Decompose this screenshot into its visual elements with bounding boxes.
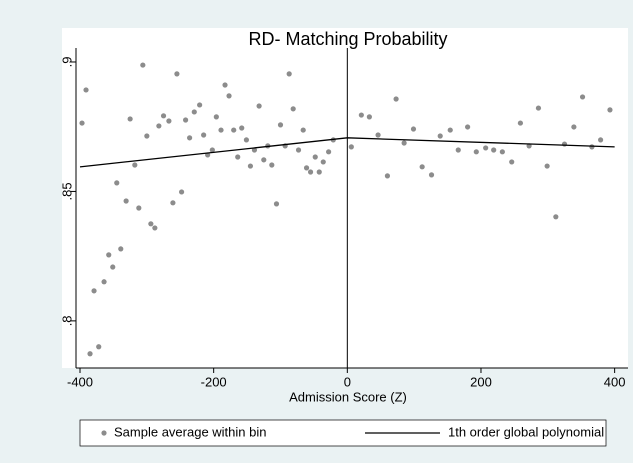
point [316,169,322,175]
plot-region [62,28,628,368]
point [222,82,228,88]
point [553,214,559,220]
x-axis-title: Admission Score (Z) [289,389,407,404]
point [247,163,254,169]
point [428,172,435,178]
legend-label: 1th order global polynomial [448,424,604,439]
point [419,164,425,170]
point [509,159,515,165]
point [598,137,604,143]
legend-box [79,419,607,447]
point [127,116,133,122]
x-tick-label: -200 [201,374,227,389]
point [544,163,550,169]
point [366,114,372,120]
point [312,154,318,160]
point [231,127,237,133]
point [118,246,124,252]
y-tick-label: .85 [59,182,74,200]
point [375,132,381,138]
point [499,149,505,155]
point [160,113,167,119]
point [473,149,479,155]
point [348,144,354,150]
point [437,133,443,139]
point [187,135,193,141]
point [148,221,154,227]
x-tick-label: 0 [344,374,351,389]
point [191,109,197,115]
point [269,162,275,168]
point [326,149,332,155]
x-tick-label: 200 [470,374,492,389]
point [286,71,292,77]
point [174,71,180,77]
point [447,127,453,133]
point [455,147,461,153]
point [491,147,497,153]
y-tick-label: .8 [59,315,74,326]
point [256,103,262,109]
point [79,120,85,126]
x-tick-label: -400 [67,374,93,389]
point [140,62,146,68]
point [123,198,129,204]
point [607,107,613,113]
point [307,169,314,175]
point [101,279,107,285]
point [303,165,310,171]
point [320,159,326,165]
point [213,114,219,120]
point [384,173,391,179]
point [239,125,245,131]
point [197,102,203,108]
point [358,112,364,118]
point [393,96,399,102]
point [182,117,189,123]
point [277,122,284,128]
point [483,145,489,151]
point [571,124,577,130]
point [295,147,302,153]
y-tick-label: .9 [59,57,74,68]
point [156,123,162,129]
point [300,127,306,133]
legend-symbol [101,430,107,436]
point [132,162,138,168]
point [235,154,241,160]
point [91,288,97,294]
point [87,351,93,357]
x-tick-label: 400 [604,374,626,389]
point [273,201,280,207]
point [166,118,172,124]
point [136,205,142,211]
point [410,126,417,132]
point [96,344,102,350]
point [517,120,524,126]
point [535,105,542,111]
point [401,140,407,146]
point [261,157,267,163]
point [201,132,207,138]
point [106,252,112,258]
point [152,225,158,231]
point [114,180,120,186]
legend-label: Sample average within bin [114,424,266,439]
chart-title: RD- Matching Probability [248,29,447,49]
point [243,137,250,143]
point [579,94,586,100]
point [218,127,224,133]
point [170,200,176,206]
point [290,106,296,112]
point [209,147,215,153]
point [589,144,595,150]
point [178,189,185,195]
point [83,87,89,93]
point [226,93,232,99]
fit-line [79,137,615,168]
point [110,264,116,270]
point [465,124,471,130]
point [144,133,150,139]
